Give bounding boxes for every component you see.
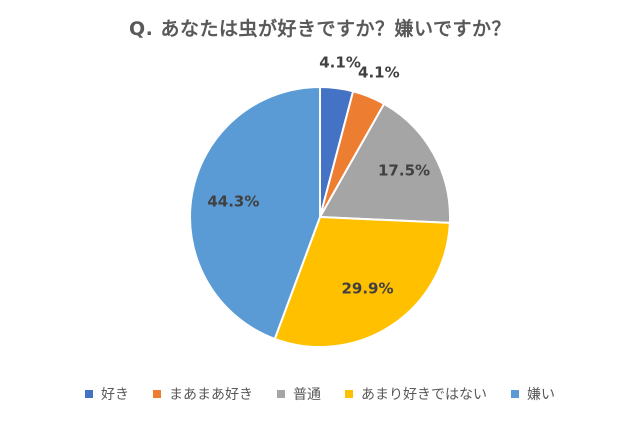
pie-slice-4 [273, 215, 451, 348]
legend: 好き まあまあ好き 普通 あまり好きではない 嫌い [0, 384, 640, 404]
legend-label-3: 普通 [293, 387, 321, 403]
legend-label-4: あまり好きではない [361, 387, 487, 403]
legend-swatch-1 [85, 390, 93, 398]
legend-label-2: まあまあ好き [169, 387, 253, 403]
data-label-4: 29.9% [341, 280, 393, 298]
legend-item-1: 好き [85, 384, 129, 404]
legend-label-1: 好き [101, 387, 129, 403]
legend-item-3: 普通 [277, 384, 321, 404]
legend-swatch-5 [511, 390, 519, 398]
legend-swatch-3 [277, 390, 285, 398]
legend-item-2: まあまあ好き [153, 384, 253, 404]
data-label-5: 44.3% [207, 192, 259, 210]
pie-slice-3 [318, 102, 451, 224]
legend-swatch-2 [153, 390, 161, 398]
chart-title: Q. あなたは虫が好きですか？嫌いですか？ [129, 18, 511, 40]
data-label-2: 4.1% [358, 64, 400, 82]
legend-swatch-4 [345, 390, 353, 398]
legend-item-5: 嫌い [511, 384, 555, 404]
data-label-3: 17.5% [378, 162, 430, 180]
legend-item-4: あまり好きではない [345, 384, 487, 404]
pie-slice-5 [189, 85, 321, 341]
data-label-1: 4.1% [319, 53, 361, 71]
legend-label-5: 嫌い [527, 387, 555, 403]
